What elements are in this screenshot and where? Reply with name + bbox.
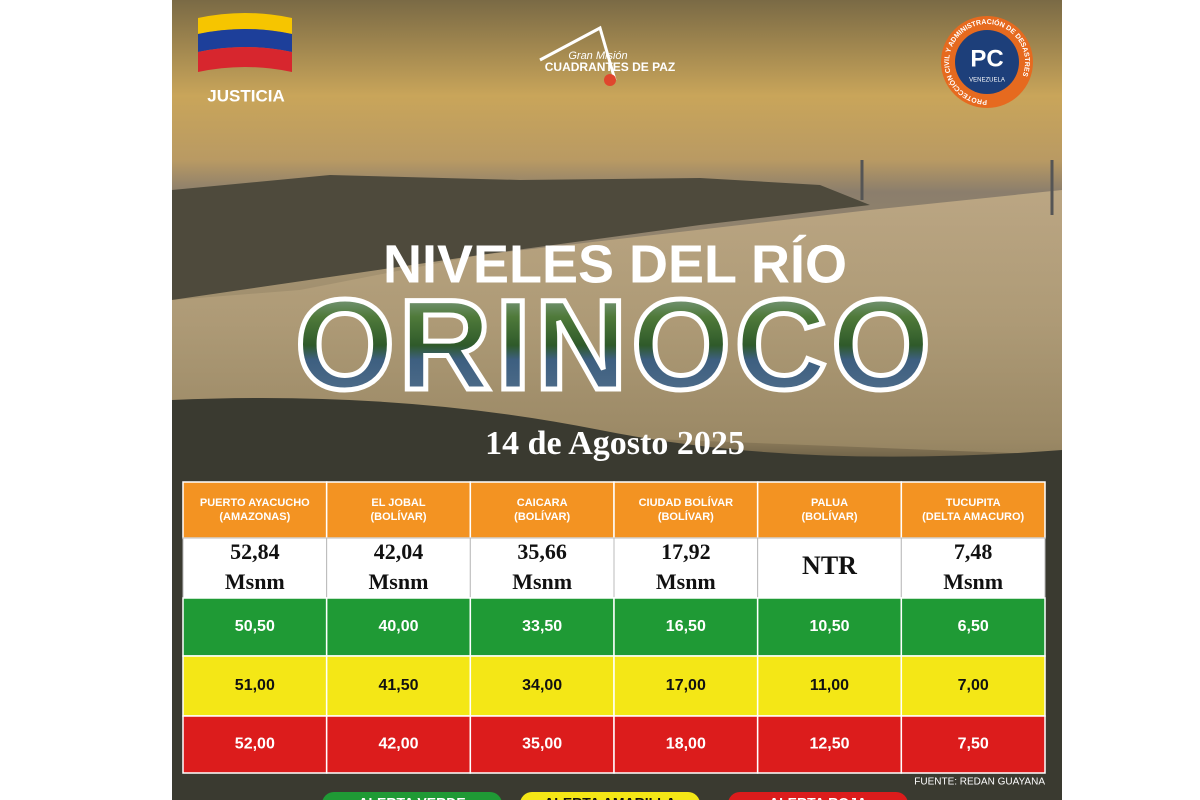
- yellow-cell: [613, 655, 759, 717]
- column-region: (BOLÍVAR): [801, 510, 857, 523]
- column-name: PALUA: [811, 497, 848, 509]
- yellow-threshold: 11,00: [810, 677, 849, 694]
- red-cell: [469, 715, 615, 774]
- current-cell: [613, 537, 759, 599]
- green-cell: [613, 597, 759, 657]
- title-line1: NIVELES DEL RÍO: [383, 234, 847, 294]
- cuadrantes-pin: [604, 74, 616, 86]
- pc-country: VENEZUELA: [969, 78, 1005, 84]
- yellow-cell: [469, 655, 615, 717]
- yellow-threshold: 7,00: [958, 677, 989, 694]
- legend-pill: [728, 792, 908, 800]
- current-unit: Msnm: [225, 569, 285, 594]
- green-threshold: 10,50: [809, 618, 849, 635]
- red-threshold: 35,00: [522, 736, 562, 753]
- red-threshold: 18,00: [666, 736, 706, 753]
- header-cell: [325, 481, 472, 539]
- current-cell: [182, 537, 328, 599]
- legend-label: ALERTA AMARILLA: [544, 795, 676, 800]
- column-region: (AMAZONAS): [219, 511, 290, 523]
- yellow-threshold: 17,00: [666, 677, 706, 694]
- green-threshold: 40,00: [378, 618, 418, 635]
- pc-inner: [955, 30, 1019, 94]
- far-shore: [172, 175, 870, 300]
- pc-initials: PC: [970, 45, 1003, 72]
- yellow-threshold: 41,50: [378, 677, 418, 694]
- legend-pill: [520, 792, 700, 800]
- title-line2: ORINOCO: [295, 274, 935, 417]
- column-name: CIUDAD BOLÍVAR: [639, 496, 734, 509]
- justicia-label: JUSTICIA: [207, 86, 284, 105]
- column-name: CAICARA: [517, 497, 568, 509]
- date: 14 de Agosto 2025: [485, 425, 745, 462]
- red-threshold: 52,00: [235, 736, 275, 753]
- current-cell: [900, 537, 1046, 599]
- current-value: 17,92: [661, 539, 711, 564]
- current-value: 52,84: [230, 539, 280, 564]
- red-threshold: 42,00: [378, 736, 418, 753]
- column-name: PUERTO AYACUCHO: [200, 497, 310, 509]
- yellow-threshold: 34,00: [522, 677, 562, 694]
- cuadrantes-icon: [539, 25, 617, 81]
- red-threshold: 7,50: [958, 736, 989, 753]
- flag: [198, 13, 292, 72]
- current-cell: [326, 537, 471, 599]
- yellow-cell: [325, 655, 472, 717]
- header-cell: [900, 481, 1046, 539]
- red-threshold: 12,50: [809, 736, 849, 753]
- column-region: (BOLÍVAR): [658, 510, 714, 523]
- cuadrantes-line1: Gran Misión: [568, 50, 627, 62]
- column-region: (BOLÍVAR): [514, 510, 570, 523]
- current-value: 35,66: [517, 539, 567, 564]
- yellow-threshold: 51,00: [235, 677, 275, 694]
- green-cell: [469, 597, 615, 657]
- green-threshold: 50,50: [235, 618, 275, 635]
- river: [172, 190, 1062, 455]
- cuadrantes-line2: CUADRANTES DE PAZ: [545, 60, 675, 74]
- green-cell: [900, 597, 1046, 657]
- yellow-cell: [900, 655, 1046, 717]
- green-threshold: 33,50: [522, 618, 562, 635]
- legend-label: ALERTA ROJA: [769, 795, 867, 800]
- current-unit: Msnm: [943, 569, 1003, 594]
- current-unit: Msnm: [512, 569, 572, 594]
- green-threshold: 16,50: [666, 618, 706, 635]
- column-region: (DELTA AMACURO): [922, 511, 1024, 523]
- header-cell: [756, 481, 903, 539]
- legend-pill: [322, 792, 502, 800]
- current-value: 42,04: [374, 539, 424, 564]
- green-threshold: 6,50: [958, 618, 989, 635]
- column-name: EL JOBAL: [371, 497, 425, 509]
- red-cell: [182, 715, 328, 774]
- current-unit: Msnm: [369, 569, 429, 594]
- legend: ALERTA VERDE ALERTA AMARILLA ALERTA ROJA: [322, 792, 908, 800]
- yellow-cell: [756, 655, 903, 717]
- green-cell: [325, 597, 472, 657]
- legend-label: ALERTA VERDE: [358, 795, 465, 800]
- levels-table: PUERTO AYACUCHO(AMAZONAS)EL JOBAL(BOLÍVA…: [182, 481, 1046, 774]
- source: FUENTE: REDAN GUAYANA: [914, 777, 1045, 788]
- red-cell: [900, 715, 1046, 774]
- header-cell: [182, 481, 328, 539]
- current-value: 7,48: [954, 539, 993, 564]
- red-cell: [325, 715, 472, 774]
- red-cell: [613, 715, 759, 774]
- column-name: TUCUPITA: [946, 497, 1001, 509]
- current-value: NTR: [802, 551, 857, 580]
- current-unit: Msnm: [656, 569, 716, 594]
- column-region: (BOLÍVAR): [370, 510, 426, 523]
